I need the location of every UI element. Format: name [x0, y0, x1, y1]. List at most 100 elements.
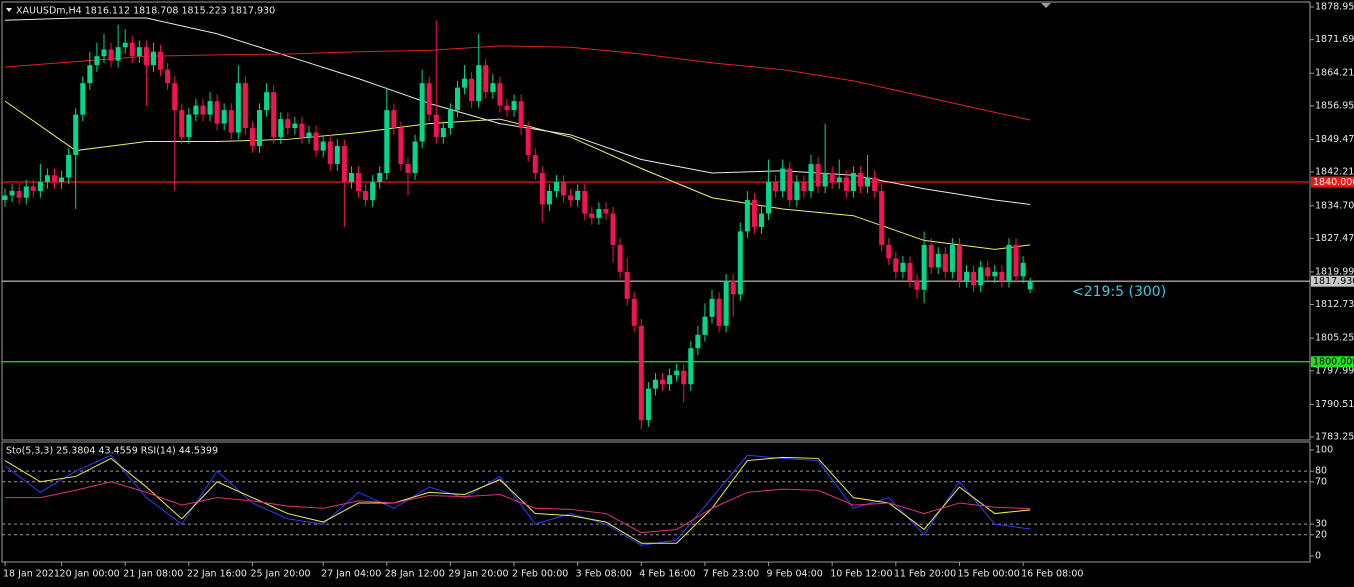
y-tick-label: 20	[1315, 529, 1327, 540]
candle-body	[490, 83, 496, 93]
candle-body	[235, 83, 241, 133]
candle-body	[603, 208, 609, 214]
candle-body	[794, 181, 800, 200]
candle-body	[808, 164, 814, 191]
x-tick-label: 2 Feb 00:00	[512, 569, 568, 580]
candle-body	[978, 267, 984, 286]
candle-body	[751, 199, 757, 227]
candle-body	[313, 132, 319, 151]
candle-body	[51, 175, 57, 182]
candle-body	[257, 110, 263, 147]
candle-body	[150, 51, 156, 66]
candle-body	[363, 190, 369, 200]
indicator-line	[4, 45, 1031, 121]
x-tick-label: 25 Jan 20:00	[250, 569, 310, 580]
x-tick-label: 27 Jan 04:00	[321, 569, 381, 580]
candle-body	[850, 173, 856, 191]
candle-body	[1013, 244, 1019, 277]
candle-body	[30, 186, 36, 191]
candle-body	[645, 388, 651, 421]
candle-body	[525, 128, 531, 156]
candle-body	[921, 244, 927, 290]
candle-body	[836, 177, 842, 182]
y-tick-label: 80	[1315, 466, 1327, 477]
candle-body	[928, 244, 934, 268]
candle-body	[949, 244, 955, 272]
candle-body	[469, 78, 475, 102]
candle-body	[652, 379, 658, 389]
candle-body	[822, 173, 828, 187]
indicator-line	[4, 456, 1031, 544]
candle-body	[193, 105, 199, 115]
candle-body	[320, 141, 326, 151]
candle-body	[80, 83, 86, 115]
candle-body	[660, 379, 666, 385]
candle-body	[872, 177, 878, 191]
price-level-tag	[1311, 356, 1354, 368]
y-tick-label: 1856.950	[1315, 100, 1354, 111]
candle-body	[447, 110, 453, 129]
candle-body	[158, 51, 164, 70]
candle-body	[1027, 281, 1033, 290]
candle-body	[879, 190, 885, 245]
candle-body	[695, 334, 701, 349]
candle-body	[546, 190, 552, 205]
candle-body	[299, 123, 305, 138]
candle-body	[334, 146, 340, 165]
x-tick-label: 15 Feb 00:00	[957, 569, 1019, 580]
x-tick-label: 11 Feb 20:00	[894, 569, 956, 580]
indicator-line	[4, 454, 1031, 546]
y-tick-label: 1783.250	[1315, 431, 1354, 442]
candle-body	[87, 65, 93, 84]
candle-body	[454, 87, 460, 111]
y-tick-label: 1797.990	[1315, 365, 1354, 376]
candle-body	[617, 244, 623, 272]
y-tick-label: 0	[1315, 550, 1321, 561]
price-level-label: 1840.000	[1313, 177, 1354, 188]
y-tick-label: 70	[1315, 476, 1327, 487]
candle-body	[985, 267, 991, 277]
candle-body	[766, 181, 772, 214]
candle-body	[504, 105, 510, 111]
candle-body	[356, 173, 361, 191]
candle-body	[440, 128, 446, 138]
candle-body	[221, 110, 227, 124]
x-tick-label: 10 Feb 12:00	[830, 569, 892, 580]
candle-body	[186, 114, 192, 138]
candle-body	[773, 181, 779, 191]
candle-body	[165, 69, 171, 84]
candle-body	[801, 181, 807, 191]
y-tick-label: 1849.470	[1315, 134, 1354, 145]
candle-body	[37, 181, 43, 191]
candle-body	[631, 298, 637, 326]
candle-body	[935, 253, 941, 268]
candle-body	[865, 177, 871, 187]
annotation: <219:5 (300)	[1072, 284, 1166, 300]
candle-body	[377, 173, 383, 182]
y-tick-label: 1864.210	[1315, 68, 1354, 79]
y-tick-label: 1790.510	[1315, 399, 1354, 410]
candle-body	[412, 141, 418, 174]
candle-body	[730, 280, 736, 295]
candle-body	[341, 146, 347, 182]
oscillator-panel-frame	[1, 441, 1311, 563]
y-tick-label: 1805.250	[1315, 333, 1354, 344]
candle-body	[44, 175, 50, 182]
candle-body	[553, 181, 559, 191]
candle-body	[681, 370, 687, 385]
candle-body	[1006, 244, 1012, 281]
x-tick-label: 29 Jan 20:00	[448, 569, 508, 580]
candle-body	[419, 83, 425, 142]
candle-body	[992, 271, 998, 277]
candle-body	[561, 181, 567, 196]
candle-body	[518, 101, 524, 129]
symbol-menu-arrow[interactable]	[6, 8, 12, 12]
candle-body	[426, 83, 432, 115]
main-panel-frame	[1, 1, 1311, 441]
x-tick-label: 4 Feb 16:00	[639, 569, 695, 580]
candle-body	[214, 101, 220, 124]
candle-body	[914, 280, 920, 290]
candle-body	[893, 258, 899, 272]
